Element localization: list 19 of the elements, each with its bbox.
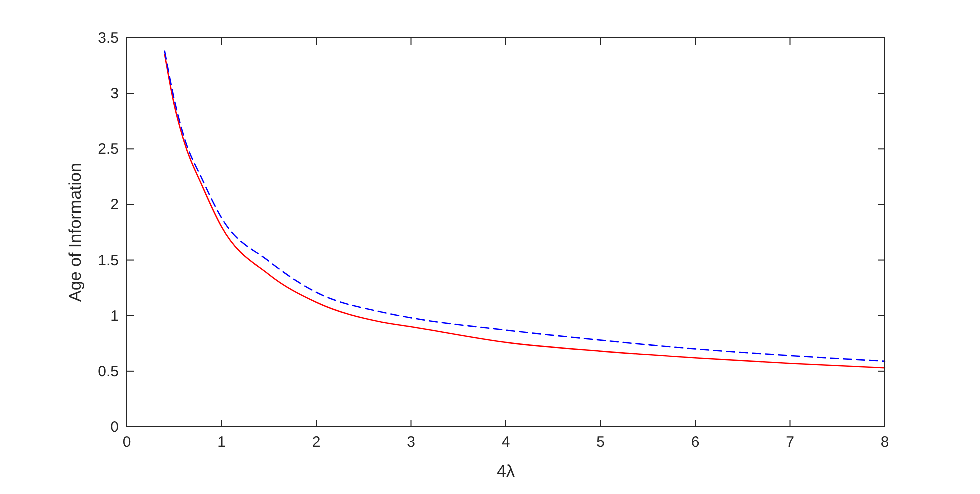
x-tick-label: 0	[122, 434, 132, 451]
x-axis-title: 4λ	[497, 462, 516, 481]
x-tick-label: 5	[596, 434, 605, 451]
y-tick-label: 3	[110, 86, 119, 103]
x-tick-label: 2	[312, 434, 321, 451]
x-tick-label: 1	[218, 434, 226, 451]
x-tick-label: 6	[691, 434, 700, 451]
y-tick-label: 0	[110, 419, 119, 436]
x-tick-label: 4	[502, 434, 510, 451]
y-tick-label: 0.5	[98, 363, 119, 380]
x-tick-label: 8	[880, 434, 890, 451]
x-tick-label: 7	[786, 434, 794, 451]
y-axis-title: Age of Information	[66, 163, 85, 302]
y-tick-label: 2.5	[98, 141, 119, 158]
y-tick-label: 2	[110, 196, 119, 214]
y-tick-label: 1	[110, 308, 119, 325]
y-tick-label: 3.5	[98, 30, 119, 47]
x-tick-label: 3	[407, 434, 416, 451]
y-tick-label: 1.5	[98, 252, 119, 270]
